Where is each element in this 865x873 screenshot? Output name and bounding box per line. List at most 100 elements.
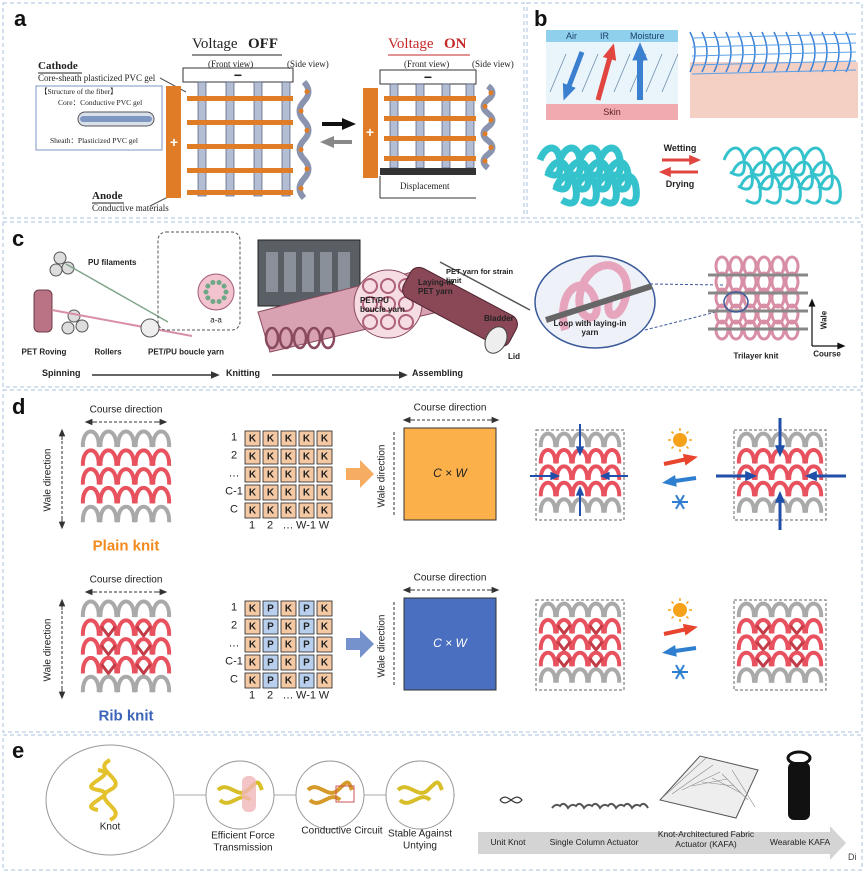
knit-stitch [787,634,807,651]
matrix-cell-label: K [320,487,329,499]
trilayer-loop [756,271,772,293]
electrode-rod [187,144,293,149]
side-rod [304,127,310,133]
arrow-head [341,118,356,130]
panel-frame [2,389,863,733]
mesh-fiber [689,31,696,73]
mesh [613,53,631,93]
watermark: Di [848,852,857,862]
knit-stitch [770,667,790,683]
rib-stitch [100,625,117,639]
knit-stitch [586,497,606,513]
matrix-cell [262,636,279,653]
matrix-cell-label: K [284,469,293,481]
trilayer-loop [770,271,786,293]
filament [203,289,209,295]
row-label: 1 [230,601,238,614]
matrix-cell-label: K [320,469,329,481]
row-label: 1 [230,431,238,444]
trilayer-loop [756,303,772,325]
course-label: Course direction [89,404,163,416]
filament [223,289,229,295]
knit-stitch [538,497,558,513]
block-label: C × W [433,636,467,651]
knit-stitch [586,431,606,448]
arrow-head [320,136,335,148]
knit-stitch [98,637,119,655]
knit-stitch [787,601,807,618]
filament [210,279,216,285]
rib-stitch [588,640,604,653]
knit-stitch [753,464,773,481]
arrow-head [774,490,786,503]
matrix-cell-label: K [266,487,275,499]
sun-ray [670,615,675,620]
wetting-label: Wetting [663,142,697,153]
knit-stitch [133,618,154,636]
snowflake [675,494,685,510]
course-label: Course direction [413,572,487,584]
arrow-head [658,166,671,178]
knit-stitch [804,618,824,634]
arrow-head [402,416,411,424]
mesh-fiber [691,42,857,48]
matrix-cell-label: K [248,603,257,615]
knit-stitch [98,486,119,504]
knit-stitch [151,448,172,466]
knit-name: Plain knit [92,537,160,555]
knit-stitch [570,618,590,634]
matrix-cell [262,654,279,671]
trilayer-loop [770,287,786,309]
label: PU filaments [88,258,137,267]
knit-stitch [133,504,154,523]
electrode-plate [166,86,181,198]
air-layer [546,30,678,42]
knit-stitch [133,467,154,485]
arrow-head [662,644,677,657]
rib-stitch [135,625,152,639]
filament [210,299,216,305]
knit-stitch [80,448,101,466]
knit-stitch [98,618,119,636]
knit-stitch [736,480,756,497]
matrix-cell [262,618,279,635]
section-label: a-a [210,315,222,325]
matrix-cell [244,430,261,447]
filament [221,283,227,289]
strain-yarn [439,261,531,311]
arrow-head [682,453,698,466]
knit-stitch [736,618,756,634]
col-label: 2 [266,519,274,532]
fabric-mesh [721,773,749,801]
knit-stitch [116,486,136,504]
knit-stitch [804,634,824,651]
knit-stitch [753,480,773,497]
knit-stitch [554,431,574,448]
matrix-cell [298,618,315,635]
mesh-fiber [773,31,780,73]
col-label: W [318,519,330,532]
matrix-cell [244,448,261,465]
highlight [723,291,749,313]
knit-cell [362,296,378,312]
fiber-loop [802,146,826,177]
circuit-drawing [335,785,355,803]
mesh [661,53,679,93]
knit-stitch [736,497,756,513]
electrode-rod [384,156,476,161]
trilayer-loop [756,287,772,309]
panel-label: e [12,738,25,763]
matrix-cell-label: K [302,487,311,499]
arrow-head [84,588,93,596]
knit-stitch [80,599,101,618]
matrix-cell [316,636,333,653]
matrix-cell-label: K [248,505,257,517]
side-rod [304,89,310,95]
feature-label: Stable Against Untying [388,828,452,852]
machine-part [338,252,350,292]
arrow-head [689,154,702,166]
transform-arrow [346,460,374,488]
view-label: (Side view) [472,59,514,69]
panel-label: b [534,6,548,31]
matrix-cell [298,466,315,483]
